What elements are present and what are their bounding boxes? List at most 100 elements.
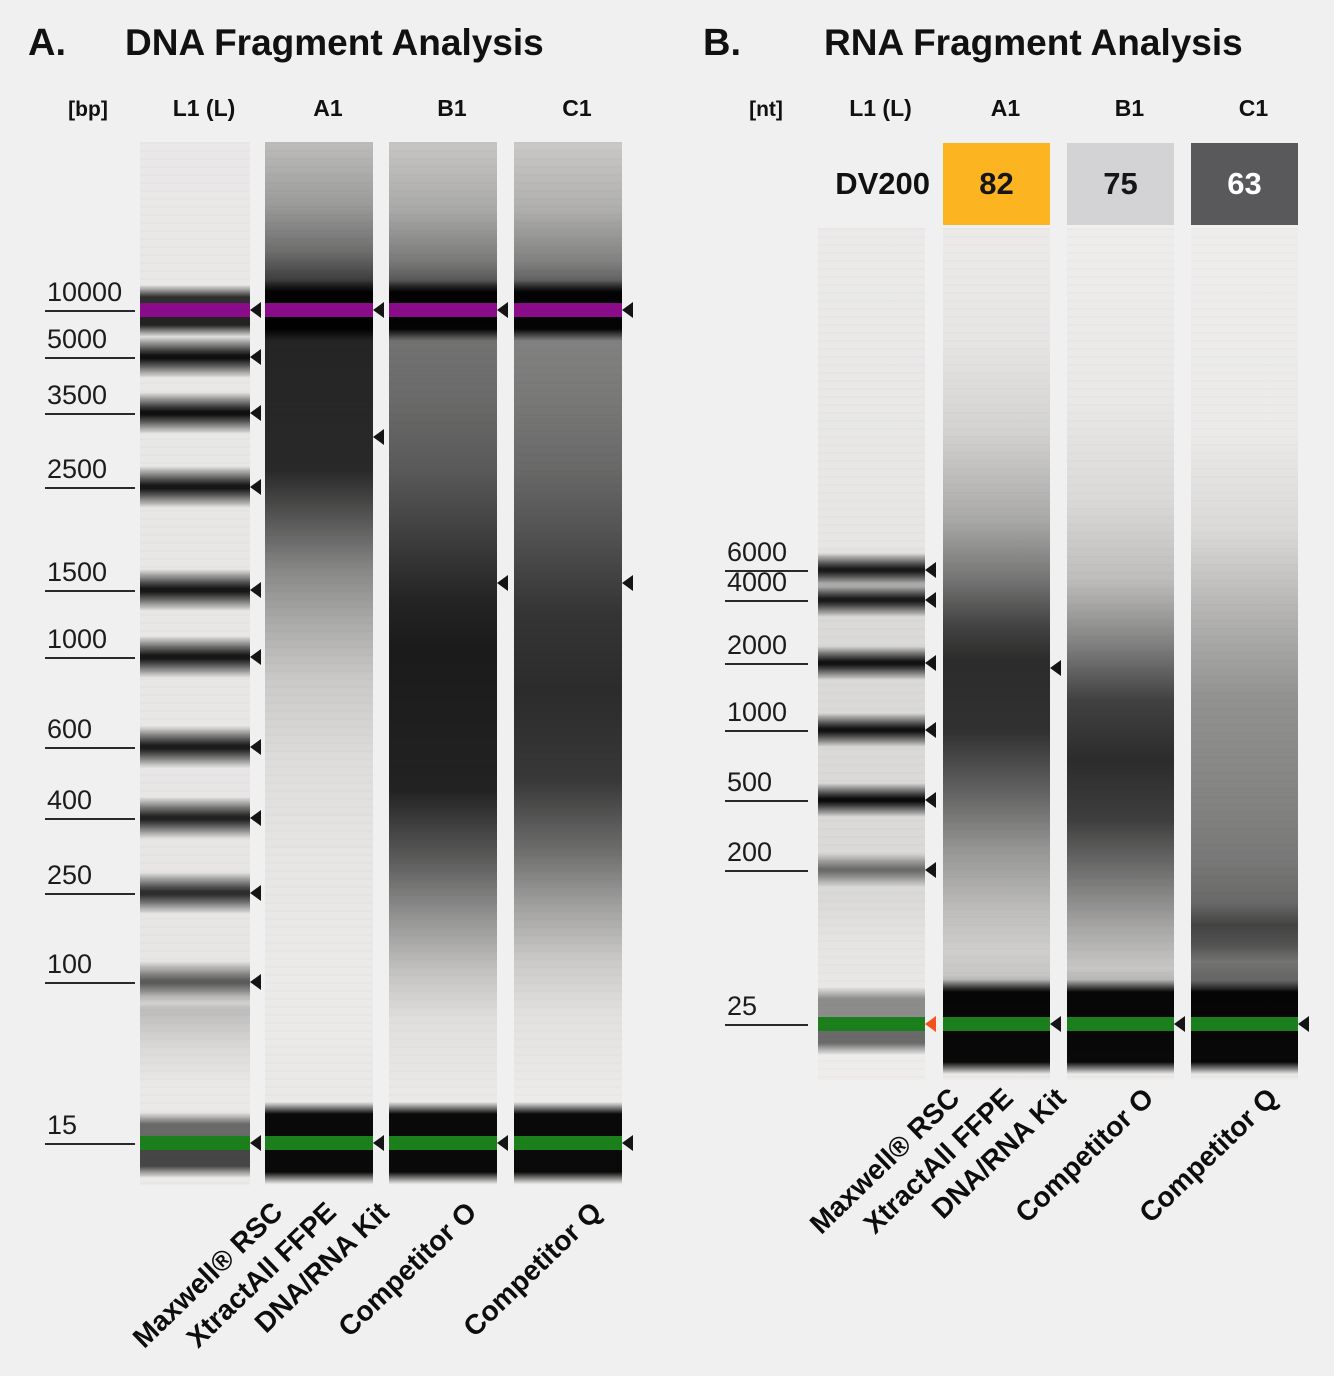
marker-arrow — [1050, 1016, 1061, 1032]
marker-arrow — [622, 302, 633, 318]
marker-band-lower — [943, 980, 1050, 1074]
marker-band-upper — [389, 280, 497, 341]
marker-arrow — [1298, 1016, 1309, 1032]
marker-band-lower — [1191, 980, 1298, 1074]
ladder-band-2000 — [818, 646, 925, 680]
marker-arrow — [373, 302, 384, 318]
unit-label-B: [nt] — [749, 98, 783, 121]
panel-letter-A: A. — [28, 22, 66, 64]
ladder-band-6000 — [818, 553, 925, 587]
sample-lane-A-B1 — [389, 142, 497, 1185]
size-label-A-10000: 10000 — [45, 274, 135, 312]
sample-lane-B-C1 — [1191, 228, 1298, 1080]
size-label-A-1000: 1000 — [45, 621, 135, 659]
marker-arrow — [250, 349, 261, 365]
marker-arrow — [622, 575, 633, 591]
column-header-B-C1: C1 — [1238, 95, 1269, 121]
dv200-label: DV200 — [835, 166, 930, 201]
size-label-B-500: 500 — [725, 764, 808, 802]
column-header-B-L1 (L): L1 (L) — [849, 95, 912, 121]
marker-band-lower — [1067, 980, 1174, 1074]
size-label-A-3500: 3500 — [45, 377, 135, 415]
ladder-band-3500 — [140, 392, 250, 434]
panel-title-B: RNA Fragment Analysis — [824, 22, 1243, 63]
marker-arrow — [250, 582, 261, 598]
sample-lane-A-A1 — [265, 142, 373, 1185]
size-label-A-100: 100 — [45, 946, 135, 984]
dv200-value-C1: 63 — [1191, 143, 1298, 225]
marker-arrow — [925, 862, 936, 878]
marker-arrow — [497, 1135, 508, 1151]
marker-arrow — [250, 739, 261, 755]
ladder-band-2500 — [140, 466, 250, 508]
marker-arrow — [925, 562, 936, 578]
marker-band-lower — [818, 987, 925, 1055]
ladder-band-400 — [140, 797, 250, 839]
column-header-B-B1: B1 — [1114, 95, 1145, 121]
marker-band-upper — [514, 280, 622, 341]
marker-arrow — [250, 1135, 261, 1151]
size-label-A-2500: 2500 — [45, 451, 135, 489]
marker-band-lower — [140, 1112, 250, 1178]
ladder-lane-B — [818, 228, 925, 1080]
marker-arrow — [925, 722, 936, 738]
column-header-A-B1: B1 — [437, 95, 467, 121]
dv200-value-A1: 82 — [943, 143, 1050, 225]
sample-lane-B-B1 — [1067, 228, 1174, 1080]
size-label-A-600: 600 — [45, 711, 135, 749]
sample-lane-A-C1 — [514, 142, 622, 1185]
panel-title-A: DNA Fragment Analysis — [125, 22, 544, 63]
marker-arrow — [373, 429, 384, 445]
marker-band-upper — [140, 285, 250, 337]
marker-arrow — [250, 974, 261, 990]
ladder-band-1000 — [818, 713, 925, 747]
marker-arrow — [250, 302, 261, 318]
size-label-B-4000: 4000 — [725, 564, 808, 602]
size-label-B-2000: 2000 — [725, 627, 808, 665]
size-label-A-5000: 5000 — [45, 321, 135, 359]
unit-label-A: [bp] — [68, 98, 108, 121]
size-label-A-400: 400 — [45, 782, 135, 820]
size-label-A-15: 15 — [45, 1107, 135, 1145]
marker-arrow — [373, 1135, 384, 1151]
marker-arrow — [925, 792, 936, 808]
marker-arrow — [1050, 660, 1061, 676]
ladder-band-500 — [818, 783, 925, 817]
ladder-band-100 — [140, 961, 250, 1003]
sample-lane-B-A1 — [943, 228, 1050, 1080]
marker-arrow — [622, 1135, 633, 1151]
column-header-B-A1: A1 — [990, 95, 1021, 121]
marker-arrow — [250, 885, 261, 901]
marker-arrow — [925, 655, 936, 671]
marker-band-lower — [265, 1102, 373, 1184]
dv200-value-B1: 75 — [1067, 143, 1174, 225]
panel-letter-B: B. — [703, 22, 741, 64]
marker-band-lower — [514, 1102, 622, 1184]
marker-arrow — [250, 405, 261, 421]
marker-band-lower — [389, 1102, 497, 1184]
ladder-lane-A — [140, 142, 250, 1185]
marker-arrow — [497, 575, 508, 591]
size-label-B-25: 25 — [725, 988, 808, 1026]
ladder-band-1000 — [140, 636, 250, 678]
marker-arrow — [925, 1016, 936, 1032]
ladder-band-600 — [140, 726, 250, 768]
ladder-band-200 — [818, 853, 925, 887]
marker-arrow — [1174, 1016, 1185, 1032]
size-label-A-1500: 1500 — [45, 554, 135, 592]
size-label-B-1000: 1000 — [725, 694, 808, 732]
ladder-band-4000 — [818, 583, 925, 617]
marker-arrow — [250, 649, 261, 665]
ladder-band-250 — [140, 872, 250, 914]
size-label-B-200: 200 — [725, 834, 808, 872]
column-header-A-A1: A1 — [313, 95, 343, 121]
marker-band-upper — [265, 280, 373, 341]
column-header-A-C1: C1 — [562, 95, 592, 121]
size-label-A-250: 250 — [45, 857, 135, 895]
ladder-band-1500 — [140, 569, 250, 611]
ladder-band-5000 — [140, 336, 250, 378]
marker-arrow — [250, 479, 261, 495]
column-header-A-L1 (L): L1 (L) — [172, 95, 236, 121]
size-label-B-6000: 6000 — [725, 534, 808, 572]
